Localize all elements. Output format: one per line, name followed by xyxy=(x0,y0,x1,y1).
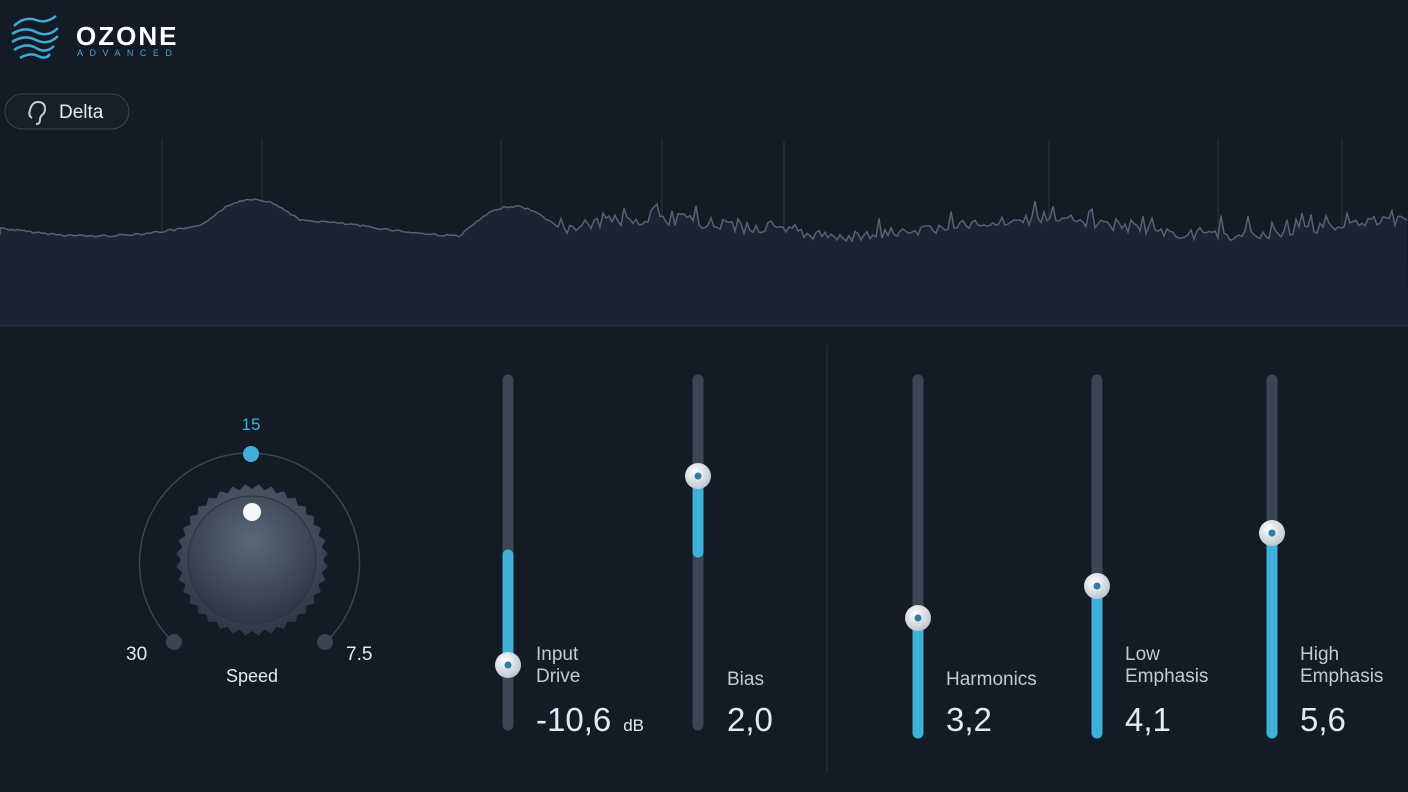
slider-label: Emphasis xyxy=(1125,666,1208,687)
ear-icon xyxy=(28,100,47,125)
slider-value: 3,2 xyxy=(946,701,992,738)
slider-label: Emphasis xyxy=(1300,666,1383,687)
brand: OZONE xyxy=(76,21,178,51)
slider-handle-dot xyxy=(914,614,922,622)
slider-label: Input xyxy=(536,644,579,665)
slider-value: 5,6 xyxy=(1300,701,1346,738)
option-label: 7.5 xyxy=(346,644,372,665)
slider-handle-dot xyxy=(1093,582,1101,590)
knob-label: Speed xyxy=(226,666,278,686)
slider-unit: dB xyxy=(623,716,644,735)
slider-label: Drive xyxy=(536,666,580,687)
spectrum-area xyxy=(0,198,1408,326)
option-dot[interactable] xyxy=(317,634,333,650)
option-label: 30 xyxy=(126,644,147,665)
edition: ADVANCED xyxy=(77,48,178,58)
slider-label: Harmonics xyxy=(946,669,1037,690)
slider-label: Bias xyxy=(727,669,764,690)
knob-face[interactable] xyxy=(187,495,317,625)
delta-button[interactable]: Delta xyxy=(4,93,130,130)
slider-handle-dot xyxy=(694,472,702,480)
slider-value: -10,6 xyxy=(536,701,611,738)
slider-handle-dot xyxy=(1268,529,1276,537)
speed-knob[interactable]: 30 15 7.5 Speed xyxy=(126,415,372,686)
slider-handle-dot xyxy=(504,661,512,669)
slider[interactable]: Bias 2,0 xyxy=(685,374,773,738)
slider-value: 4,1 xyxy=(1125,701,1171,738)
delta-label[interactable]: Delta xyxy=(59,102,104,123)
slider-value: 2,0 xyxy=(727,701,773,738)
slider-label: High xyxy=(1300,644,1339,665)
knob-indicator xyxy=(243,503,261,521)
slider-label: Low xyxy=(1125,644,1160,665)
option-label: 15 xyxy=(242,415,261,434)
option-dot[interactable] xyxy=(166,634,182,650)
logo-icon xyxy=(11,15,59,60)
slider[interactable]: Harmonics 3,2 xyxy=(905,374,1037,739)
spectrum: 601003006001k3k6k10k xyxy=(0,140,1408,326)
option-dot-active[interactable] xyxy=(243,446,259,462)
spectrum-line xyxy=(0,198,1408,243)
